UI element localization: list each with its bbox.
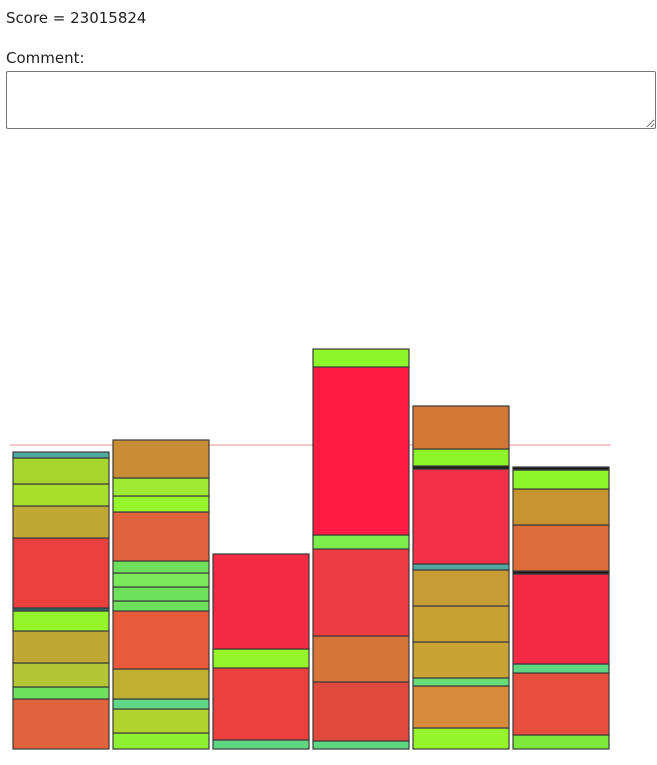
stack-block bbox=[412, 677, 510, 687]
stack-block bbox=[12, 537, 110, 609]
stack-block bbox=[112, 698, 210, 710]
stack-block bbox=[112, 511, 210, 562]
stack-block bbox=[212, 667, 310, 741]
stack-block bbox=[212, 553, 310, 650]
comment-textarea[interactable] bbox=[6, 71, 656, 129]
stack-block bbox=[12, 662, 110, 688]
stack-block bbox=[12, 610, 110, 632]
stack-block bbox=[212, 648, 310, 669]
stack-column-3 bbox=[212, 553, 310, 750]
stack-block bbox=[512, 672, 610, 736]
stack-block bbox=[112, 610, 210, 670]
stack-block bbox=[512, 663, 610, 674]
stack-block bbox=[512, 488, 610, 526]
stack-block bbox=[312, 534, 410, 550]
stack-block bbox=[12, 451, 110, 459]
stack-block bbox=[412, 641, 510, 679]
stack-block bbox=[12, 686, 110, 700]
stack-block bbox=[12, 505, 110, 539]
stack-block bbox=[412, 605, 510, 643]
stack-block bbox=[112, 708, 210, 734]
stack-block bbox=[312, 348, 410, 368]
stack-block bbox=[12, 457, 110, 485]
stack-block bbox=[312, 635, 410, 683]
stack-block bbox=[412, 448, 510, 467]
stack-block bbox=[112, 572, 210, 588]
stack-block bbox=[112, 477, 210, 497]
stack-block bbox=[512, 469, 610, 490]
stack-block bbox=[412, 563, 510, 571]
stack-block bbox=[412, 569, 510, 607]
stack-block bbox=[112, 668, 210, 700]
stack-column-5 bbox=[412, 405, 510, 750]
stack-block bbox=[112, 732, 210, 750]
stack-block bbox=[512, 734, 610, 750]
stack-block bbox=[112, 560, 210, 574]
stack-block bbox=[12, 698, 110, 750]
stack-block bbox=[312, 366, 410, 536]
stack-column-4 bbox=[312, 348, 410, 750]
stack-block bbox=[212, 739, 310, 750]
stack-block bbox=[312, 548, 410, 637]
stack-column-1 bbox=[12, 451, 110, 750]
stack-block bbox=[12, 630, 110, 664]
stack-column-6 bbox=[512, 466, 610, 750]
stack-block bbox=[412, 405, 510, 450]
stack-block bbox=[412, 685, 510, 729]
stack-block bbox=[112, 600, 210, 612]
stack-block bbox=[512, 466, 610, 471]
stack-block bbox=[512, 573, 610, 665]
score-text: Score = 23015824 bbox=[6, 9, 147, 27]
stack-block bbox=[412, 727, 510, 750]
stack-block bbox=[112, 586, 210, 602]
stack-block bbox=[512, 524, 610, 572]
comment-label: Comment: bbox=[6, 49, 85, 67]
stack-block bbox=[312, 681, 410, 742]
stack-column-2 bbox=[112, 439, 210, 750]
stack-block bbox=[112, 439, 210, 479]
stack-block bbox=[312, 740, 410, 750]
stack-block bbox=[12, 483, 110, 507]
stack-block bbox=[112, 495, 210, 513]
stack-block bbox=[412, 468, 510, 565]
